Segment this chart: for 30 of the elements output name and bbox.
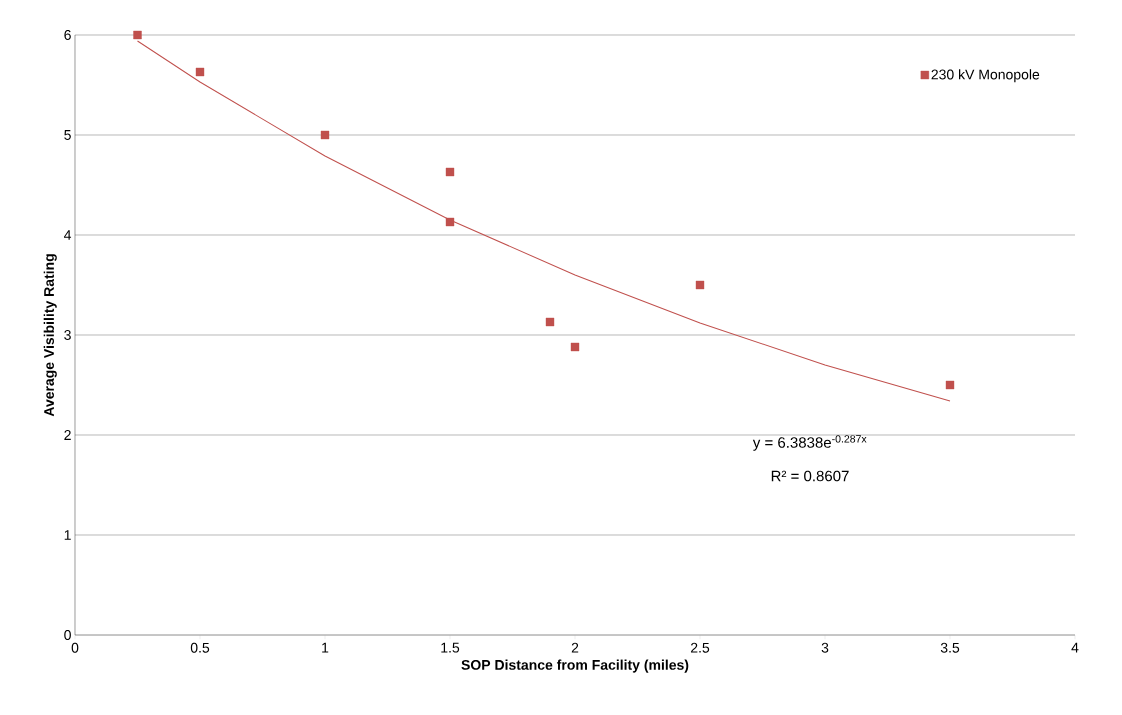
point (695, 280, 705, 290)
x-tick-label: 0 (71, 642, 79, 653)
legend-label: 230 kV Monopole (931, 69, 1040, 83)
point (545, 317, 555, 327)
x-tick-label: 4 (1071, 642, 1079, 653)
x-tick-label: 1 (322, 642, 329, 653)
x-tick-label: 1.5 (441, 642, 460, 653)
y-axis-title: Average Visibility Rating (43, 254, 57, 417)
y-tick-label: 1 (64, 530, 71, 540)
point (945, 380, 955, 390)
x-tick-label: 0.5 (190, 642, 210, 653)
point (320, 130, 330, 140)
point (445, 167, 455, 177)
annotation: R² = 0.8607 (771, 470, 849, 482)
annotation: y = 6.3838e$^{-0.287x}$ (752, 435, 867, 451)
x-tick-label: 3 (821, 642, 829, 653)
y-tick-label: 0 (64, 630, 71, 640)
y-tick-label: 5 (64, 130, 71, 140)
y-tick-label: 3 (64, 330, 71, 340)
point (195, 67, 205, 77)
point (133, 30, 142, 40)
x-tick-label: 3.5 (940, 642, 960, 653)
y-tick-label: 2 (64, 430, 71, 440)
x-axis-title: SOP Distance from Facility (miles) (461, 659, 689, 673)
y-tick-label: 6 (64, 30, 71, 40)
x-tick-label: 2 (571, 642, 579, 653)
y-tick-label: 4 (63, 230, 72, 240)
x-tick-label: 2.5 (690, 642, 710, 653)
point (570, 342, 580, 352)
point (445, 217, 455, 227)
